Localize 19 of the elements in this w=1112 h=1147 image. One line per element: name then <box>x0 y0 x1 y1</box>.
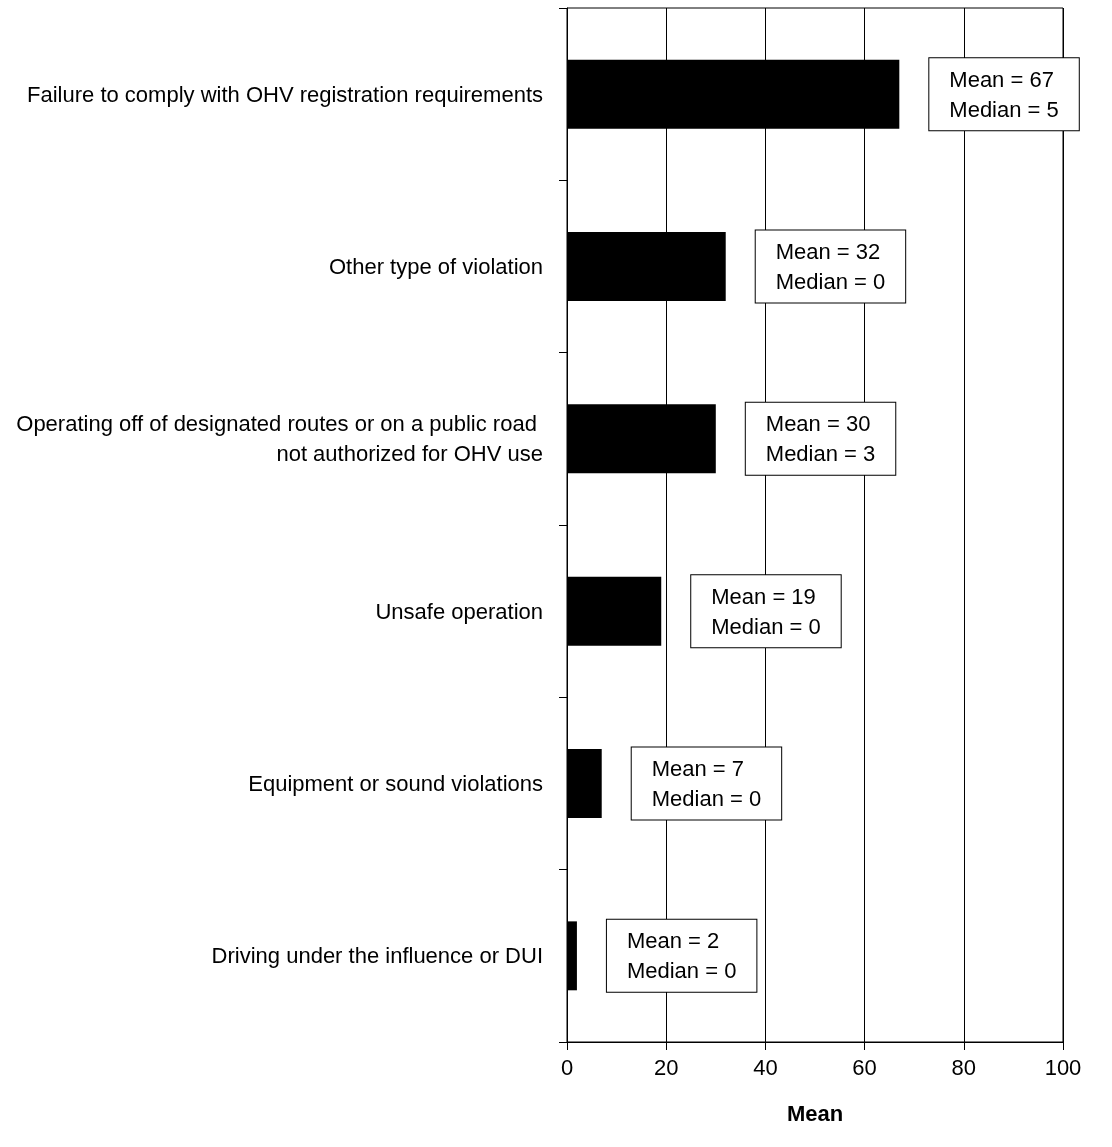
y-tick-label: Other type of violation <box>328 254 543 279</box>
y-tick-label: Operating off of designated routes or on a public road not authorized for OHV use <box>16 411 543 467</box>
data-label: Mean = 32 Median = 0 <box>775 239 886 294</box>
y-tick-label: Failure to comply with OHV registration requirements <box>27 81 543 107</box>
y-tick-label: Driving under the influence or DUI <box>211 943 543 969</box>
x-tick-label: 60 <box>852 1054 877 1080</box>
data-label: Mean = 7 Median = 0 <box>651 756 762 811</box>
data-label: Mean = 2 Median = 0 <box>626 928 737 984</box>
x-tick-label: 40 <box>753 1054 778 1080</box>
x-tick-label: 80 <box>951 1054 977 1080</box>
y-tick-label: Unsafe operation <box>375 598 543 624</box>
x-tick-label: 0 <box>560 1054 574 1080</box>
data-label: Mean = 30 Median = 3 <box>765 411 876 467</box>
x-tick-label: 100 <box>1044 1054 1082 1080</box>
x-axis-title: Mean <box>786 1100 844 1126</box>
data-label: Mean = 67 Median = 5 <box>949 66 1059 122</box>
y-tick-label: Equipment or sound violations <box>248 771 543 796</box>
x-tick-label: 20 <box>653 1054 679 1080</box>
data-label: Mean = 19 Median = 0 <box>711 583 821 639</box>
